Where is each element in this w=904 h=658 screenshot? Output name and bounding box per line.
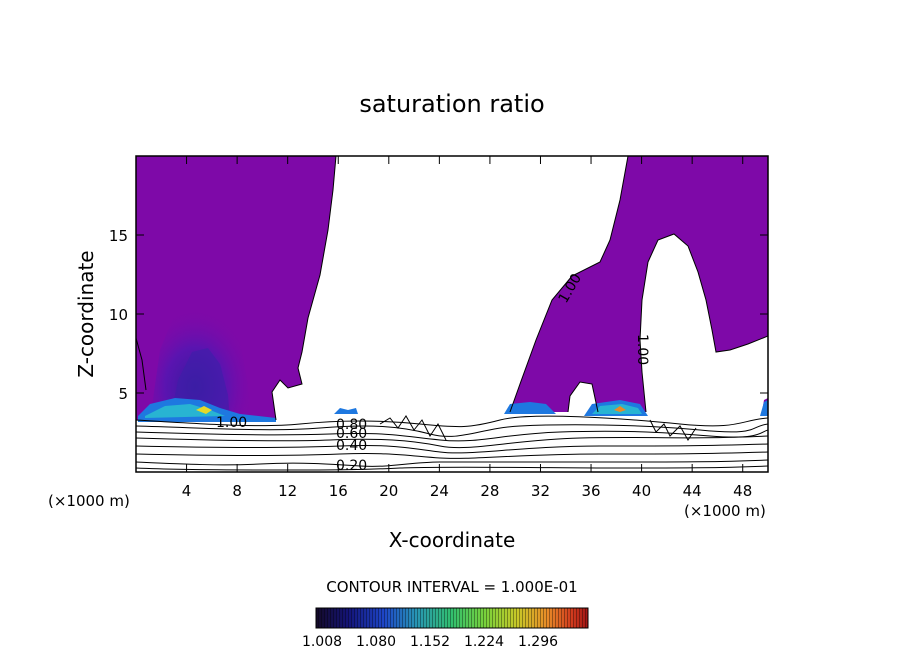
contour-interval-text: CONTOUR INTERVAL = 1.000E-01 bbox=[326, 578, 577, 596]
right-surface-cyan-1 bbox=[504, 402, 556, 414]
x-tick-label: 4 bbox=[182, 482, 192, 500]
x-tick-label: 24 bbox=[430, 482, 449, 500]
far-right-cyan bbox=[760, 400, 768, 416]
x-tick-label: 28 bbox=[480, 482, 499, 500]
colorbar-tick-label: 1.296 bbox=[518, 634, 558, 650]
right-boundary-contour bbox=[509, 156, 768, 413]
contour-line bbox=[136, 451, 768, 459]
colorbar-tick-label: 1.008 bbox=[302, 634, 342, 650]
x-tick-label: 48 bbox=[733, 482, 752, 500]
contour-label: 0.60 bbox=[336, 426, 367, 442]
x-tick-label: 44 bbox=[683, 482, 702, 500]
left-hot-spot bbox=[196, 406, 212, 414]
contour-line bbox=[136, 415, 768, 428]
colorbar-tick-label: 1.152 bbox=[410, 634, 450, 650]
lower-contours bbox=[136, 415, 768, 471]
contour-label: 1.00 bbox=[634, 334, 650, 365]
left-boundary-contour bbox=[271, 156, 337, 421]
saturated-region-fill bbox=[136, 156, 768, 422]
x-unit-left: (×1000 m) bbox=[48, 492, 130, 510]
contour-line bbox=[379, 415, 447, 441]
right-hot-spot bbox=[614, 406, 626, 412]
y-axis-ticks: 5 10 15 bbox=[109, 227, 768, 403]
colorbar-tick-labels: 1.008 1.080 1.152 1.224 1.296 bbox=[302, 634, 558, 650]
colorbar-tick-label: 1.080 bbox=[356, 634, 396, 650]
right-saturated-region bbox=[510, 156, 768, 412]
x-tick-label: 40 bbox=[632, 482, 651, 500]
colorbar-tick-label: 1.224 bbox=[464, 634, 504, 650]
boundary-contours bbox=[136, 156, 768, 421]
plot-area bbox=[136, 156, 768, 471]
contour-label: 1.00 bbox=[216, 415, 247, 431]
left-surface-cyan-2 bbox=[145, 404, 225, 418]
colorbar-stripes bbox=[316, 608, 588, 628]
contour-line bbox=[136, 443, 768, 454]
x-tick-label: 32 bbox=[531, 482, 550, 500]
x-tick-label: 36 bbox=[581, 482, 600, 500]
contour-label: 0.40 bbox=[336, 438, 367, 454]
y-tick-label: 5 bbox=[118, 385, 128, 403]
x-tick-label: 8 bbox=[232, 482, 242, 500]
y-axis-label: Z-coordinate bbox=[74, 250, 98, 377]
x-unit-right: (×1000 m) bbox=[684, 502, 766, 520]
x-axis-ticks: 4 8 12 16 20 24 28 32 36 40 44 48 bbox=[182, 156, 752, 500]
x-axis-label: X-coordinate bbox=[389, 528, 516, 552]
contour-line bbox=[136, 435, 768, 449]
chart-title: saturation ratio bbox=[359, 90, 544, 118]
y-tick-label: 10 bbox=[109, 306, 128, 324]
contour-label: 0.80 bbox=[336, 417, 367, 433]
x-tick-label: 16 bbox=[329, 482, 348, 500]
contour-line bbox=[136, 465, 768, 471]
center-small-blob bbox=[334, 408, 358, 414]
contour-line bbox=[136, 459, 768, 467]
left-edge-contour bbox=[136, 337, 147, 391]
contour-line bbox=[136, 429, 768, 442]
contour-line bbox=[136, 423, 768, 437]
x-tick-label: 20 bbox=[379, 482, 398, 500]
y-tick-label: 15 bbox=[109, 227, 128, 245]
contour-label: 0.20 bbox=[336, 458, 367, 474]
contour-line bbox=[649, 419, 697, 441]
x-tick-label: 12 bbox=[278, 482, 297, 500]
contour-labels: 1.00 0.80 0.60 0.40 0.20 1.00 1.00 bbox=[216, 271, 650, 474]
colorbar: 1.008 1.080 1.152 1.224 1.296 bbox=[302, 607, 589, 650]
